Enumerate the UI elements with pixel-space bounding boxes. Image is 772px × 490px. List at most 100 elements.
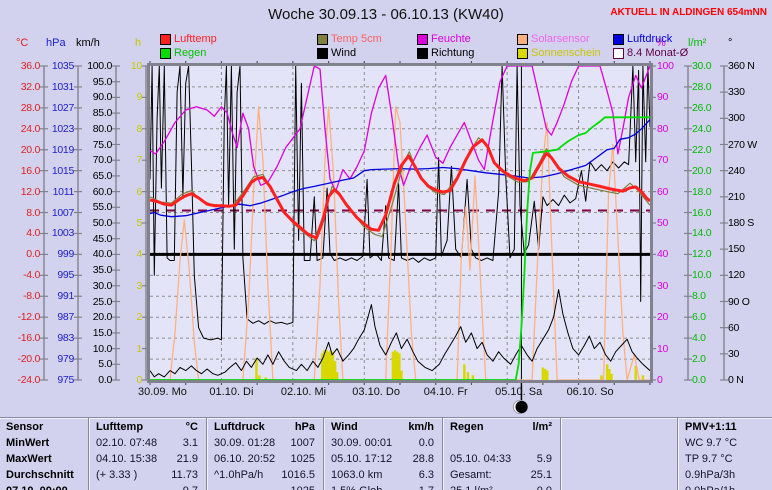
- table-cell: 07.10. 00:00: [6, 484, 80, 490]
- axis-tick-label: 1023: [51, 122, 74, 135]
- axis-tick-label: 28.0: [20, 101, 41, 114]
- series-regen: [150, 116, 650, 380]
- axis-tick-label: 0 N: [728, 374, 744, 386]
- table-cell-value: 21.9: [176, 453, 198, 465]
- sunshine-bar: [333, 361, 337, 380]
- axis-tick-label: 5: [136, 217, 142, 229]
- x-axis-label-day0: 30.09. Mo: [138, 386, 187, 398]
- legend-label: Feuchte: [431, 33, 471, 45]
- legend-label: Temp 5cm: [331, 33, 382, 45]
- axis-tick-label: 50.0: [92, 217, 113, 229]
- axis-tick-label: -12.0: [17, 311, 41, 324]
- sunshine-bar: [600, 375, 603, 380]
- axis-tick-label: 26.0: [692, 101, 712, 114]
- legend-swatch-icon: [160, 34, 171, 45]
- table-column-divider: [560, 418, 561, 490]
- table-cell: 0.0hPa/1h: [685, 484, 766, 490]
- table-cell: 05.10. 17:12: [331, 453, 393, 465]
- axis-tick-label: 0.0: [692, 374, 706, 386]
- sunshine-bar: [463, 364, 466, 380]
- sunshine-bar: [605, 364, 609, 380]
- axis-tick-label: 979: [57, 353, 74, 366]
- sunshine-bar: [391, 351, 395, 380]
- table-cell: MaxWert: [6, 453, 52, 465]
- chart-legend: Lufttemp Temp 5cm Feuchte Solarsensor Luftdr…: [0, 0, 772, 62]
- axis-tick-label: 8.0: [692, 290, 706, 303]
- table-cell: Regen: [450, 421, 484, 433]
- summary-table: Sensor Lufttemp °C Luftdruck hPa Wind km/h Rege…: [0, 417, 772, 490]
- table-cell: 0.9hPa/3h: [685, 469, 736, 481]
- series-wind: [150, 289, 650, 378]
- table-cell-value: °C: [185, 421, 198, 433]
- axis-tick-label: 999: [57, 248, 74, 261]
- axis-tick-label: 20.0: [92, 311, 113, 324]
- axis-tick-label: 65.0: [92, 169, 113, 182]
- table-cell: Wind: [331, 421, 358, 433]
- table-cell: PMV+1:11: [685, 421, 737, 433]
- axis-tick-label: 3: [136, 279, 142, 292]
- axis-tick-label: 35.0: [92, 264, 113, 277]
- table-cell: 30.09. 00:01: [331, 437, 393, 449]
- axis-tick-label: 150: [728, 243, 745, 256]
- table-cell: Luftdruck: [214, 421, 265, 433]
- table-cell-value: 1025: [210, 484, 315, 490]
- axis-tick-label: 10.0: [92, 342, 113, 355]
- legend-label: Richtung: [431, 47, 475, 59]
- axis-tick-label: 1: [136, 342, 142, 355]
- legend-swatch-icon: [613, 48, 624, 59]
- axis-tick-label: 22.0: [692, 143, 712, 156]
- table-cell: Durchschnitt: [6, 469, 74, 481]
- sunshine-bar: [466, 372, 470, 380]
- table-row: Durchschnitt (+ 3.33 ) 11.73 ^1.0hPa/h 1016.…: [0, 468, 772, 484]
- axis-tick-label: 987: [57, 311, 74, 324]
- axis-tick-label: 4.0: [692, 332, 706, 345]
- axis-tick-label: 90.0: [92, 91, 113, 104]
- axis-tick-label: 1019: [51, 143, 74, 156]
- axis-tick-label: 20: [657, 311, 669, 324]
- axis-tick-label: 4.0: [26, 227, 40, 240]
- axis-tick-label: 30.0: [92, 279, 113, 292]
- legend-swatch-icon: [613, 34, 624, 45]
- table-row: MaxWert 04.10. 15:38 21.9 06.10. 20:52 1025 0…: [0, 452, 772, 468]
- axis-tick-label: 991: [57, 290, 74, 303]
- axis-tick-label: 80: [657, 122, 669, 135]
- page-title: Woche 30.09.13 - 06.10.13 (KW40): [268, 6, 504, 23]
- axis-tick-label: 10: [657, 342, 669, 355]
- table-cell: 06.10. 20:52: [214, 453, 276, 465]
- axis-unit-pct: %: [656, 37, 666, 49]
- legend-swatch-icon: [517, 48, 528, 59]
- axis-tick-label: 75.0: [92, 138, 113, 151]
- table-cell: TP 9.7 °C: [685, 453, 733, 465]
- sunshine-bar: [543, 369, 547, 380]
- sunshine-bar: [331, 351, 335, 380]
- axis-tick-label: 2: [136, 311, 142, 324]
- axis-tick-label: 300: [728, 112, 745, 125]
- axis-unit-C: °C: [16, 37, 29, 49]
- axis-tick-label: 975: [57, 374, 74, 386]
- axis-unit-h: h: [135, 37, 142, 49]
- axis-tick-label: 60.0: [92, 185, 113, 198]
- axis-unit-kmh: km/h: [76, 37, 100, 49]
- station-status-label: AKTUELL IN ALDINGEN 654mNN: [610, 7, 767, 18]
- axis-tick-label: -8.0: [23, 290, 40, 303]
- table-cell-value: 5.9: [536, 453, 552, 465]
- axis-tick-label: 15.0: [92, 326, 113, 339]
- sunshine-bar: [258, 375, 261, 380]
- legend-swatch-icon: [317, 48, 328, 59]
- sunshine-bar: [641, 375, 645, 380]
- axis-tick-label: 70: [657, 154, 669, 167]
- axis-tick-label: 240: [728, 164, 745, 177]
- axis-tick-label: 28.0: [692, 80, 712, 93]
- axis-tick-label: 40: [657, 248, 669, 261]
- axis-tick-label: 30.0: [692, 60, 712, 72]
- axis-unit-deg: °: [728, 37, 733, 49]
- axis-tick-label: 4: [136, 248, 142, 261]
- axis-tick-label: 36.0: [20, 60, 41, 72]
- table-cell-value: 28.8: [412, 453, 434, 465]
- sunshine-bar: [393, 350, 397, 380]
- legend-swatch-icon: [517, 34, 528, 45]
- axis-tick-label: 8: [136, 122, 142, 135]
- table-cell: Sensor: [6, 421, 44, 433]
- legend-label: Lufttemp: [174, 33, 217, 45]
